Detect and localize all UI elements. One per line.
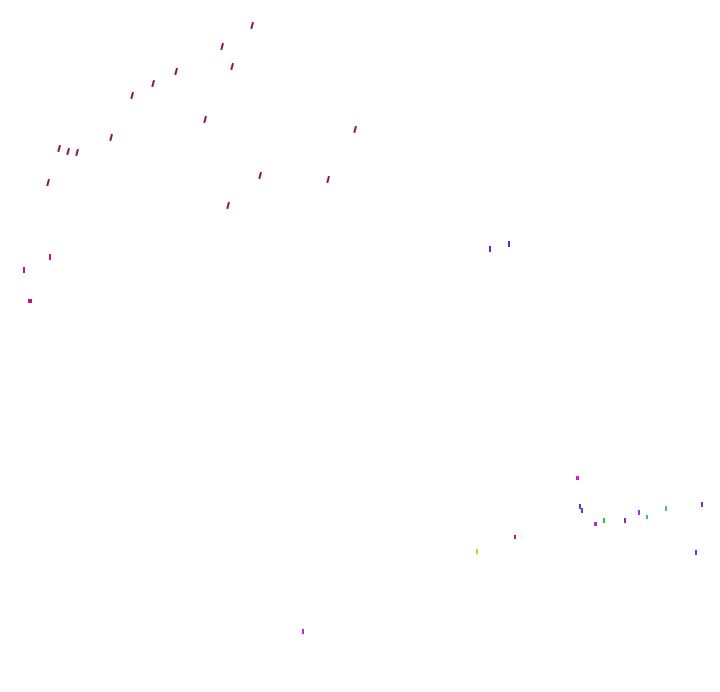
mark xyxy=(665,506,667,511)
mark xyxy=(302,629,304,634)
mark xyxy=(581,508,583,513)
mark xyxy=(230,62,235,71)
mark xyxy=(28,299,32,303)
mark xyxy=(638,510,640,515)
mark xyxy=(476,549,478,554)
mark xyxy=(49,254,51,260)
mark xyxy=(701,502,703,507)
mark xyxy=(579,504,581,509)
mark xyxy=(226,201,231,210)
mark xyxy=(624,518,626,523)
mark xyxy=(23,267,25,273)
mark xyxy=(46,178,51,187)
mark xyxy=(514,535,516,539)
mark xyxy=(75,148,80,157)
mark xyxy=(57,144,62,153)
mark xyxy=(646,515,648,519)
mark xyxy=(489,246,491,252)
bright-marks xyxy=(23,241,703,634)
mark xyxy=(109,133,114,142)
mark xyxy=(174,67,179,76)
mark xyxy=(326,175,331,184)
mark xyxy=(695,550,697,555)
mark xyxy=(576,476,579,480)
mark xyxy=(508,241,510,247)
mark xyxy=(151,79,156,88)
mark xyxy=(66,147,71,156)
mark xyxy=(353,125,358,134)
mark xyxy=(130,91,135,100)
mark xyxy=(250,21,255,30)
mark xyxy=(258,171,263,180)
mark xyxy=(603,518,605,523)
mark xyxy=(594,522,597,526)
mark xyxy=(220,42,225,51)
dark-marks xyxy=(46,21,358,210)
mark xyxy=(203,115,208,124)
